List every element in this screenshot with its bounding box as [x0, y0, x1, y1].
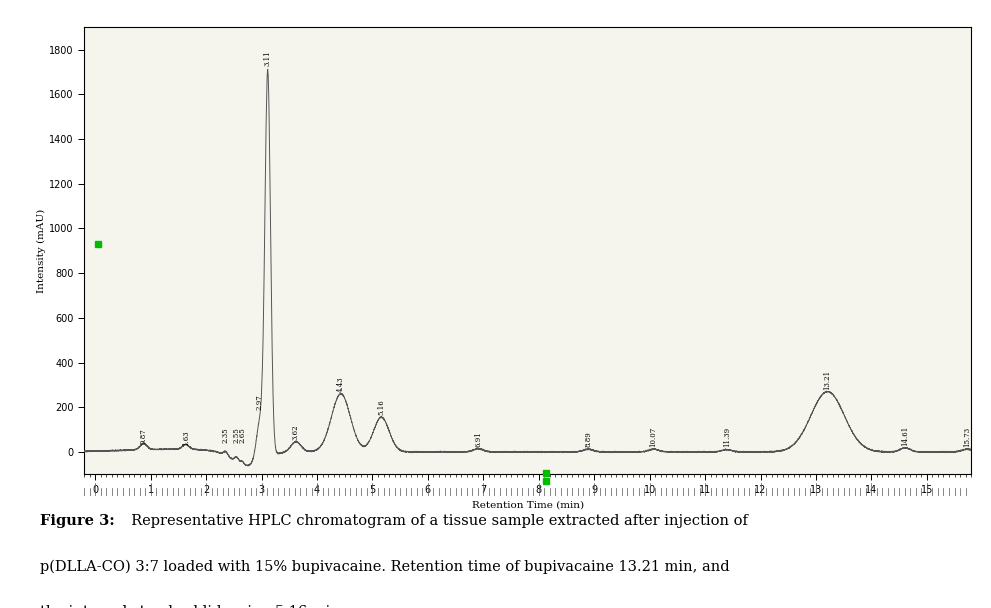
- Text: 8.89: 8.89: [584, 431, 593, 447]
- Text: 14.61: 14.61: [901, 426, 909, 446]
- Text: 2.55: 2.55: [233, 427, 241, 443]
- Text: p(DLLA-CO) 3:7 loaded with 15% bupivacaine. Retention time of bupivacaine 13.21 : p(DLLA-CO) 3:7 loaded with 15% bupivacai…: [40, 559, 729, 574]
- Text: Figure 3:: Figure 3:: [40, 514, 114, 528]
- Text: 2.35: 2.35: [222, 427, 230, 443]
- X-axis label: Retention Time (min): Retention Time (min): [472, 500, 584, 510]
- Text: 11.39: 11.39: [722, 427, 730, 447]
- Text: the internal standard lidocaine 5.16 min.: the internal standard lidocaine 5.16 min…: [40, 605, 344, 608]
- Text: 13.21: 13.21: [824, 370, 831, 390]
- Text: Representative HPLC chromatogram of a tissue sample extracted after injection of: Representative HPLC chromatogram of a ti…: [122, 514, 748, 528]
- Text: 5.16: 5.16: [378, 399, 385, 415]
- Text: 3.11: 3.11: [264, 50, 272, 66]
- Text: 2.97: 2.97: [256, 394, 264, 410]
- Y-axis label: Intensity (mAU): Intensity (mAU): [38, 209, 47, 293]
- Text: 3.62: 3.62: [292, 424, 300, 440]
- Text: 6.91: 6.91: [475, 431, 483, 446]
- Text: 10.07: 10.07: [649, 427, 658, 447]
- Text: 2.65: 2.65: [238, 427, 246, 443]
- Text: 4.43: 4.43: [337, 376, 345, 392]
- Text: 1.63: 1.63: [181, 430, 189, 446]
- Text: 15.73: 15.73: [963, 427, 971, 447]
- Text: 0.87: 0.87: [140, 429, 148, 444]
